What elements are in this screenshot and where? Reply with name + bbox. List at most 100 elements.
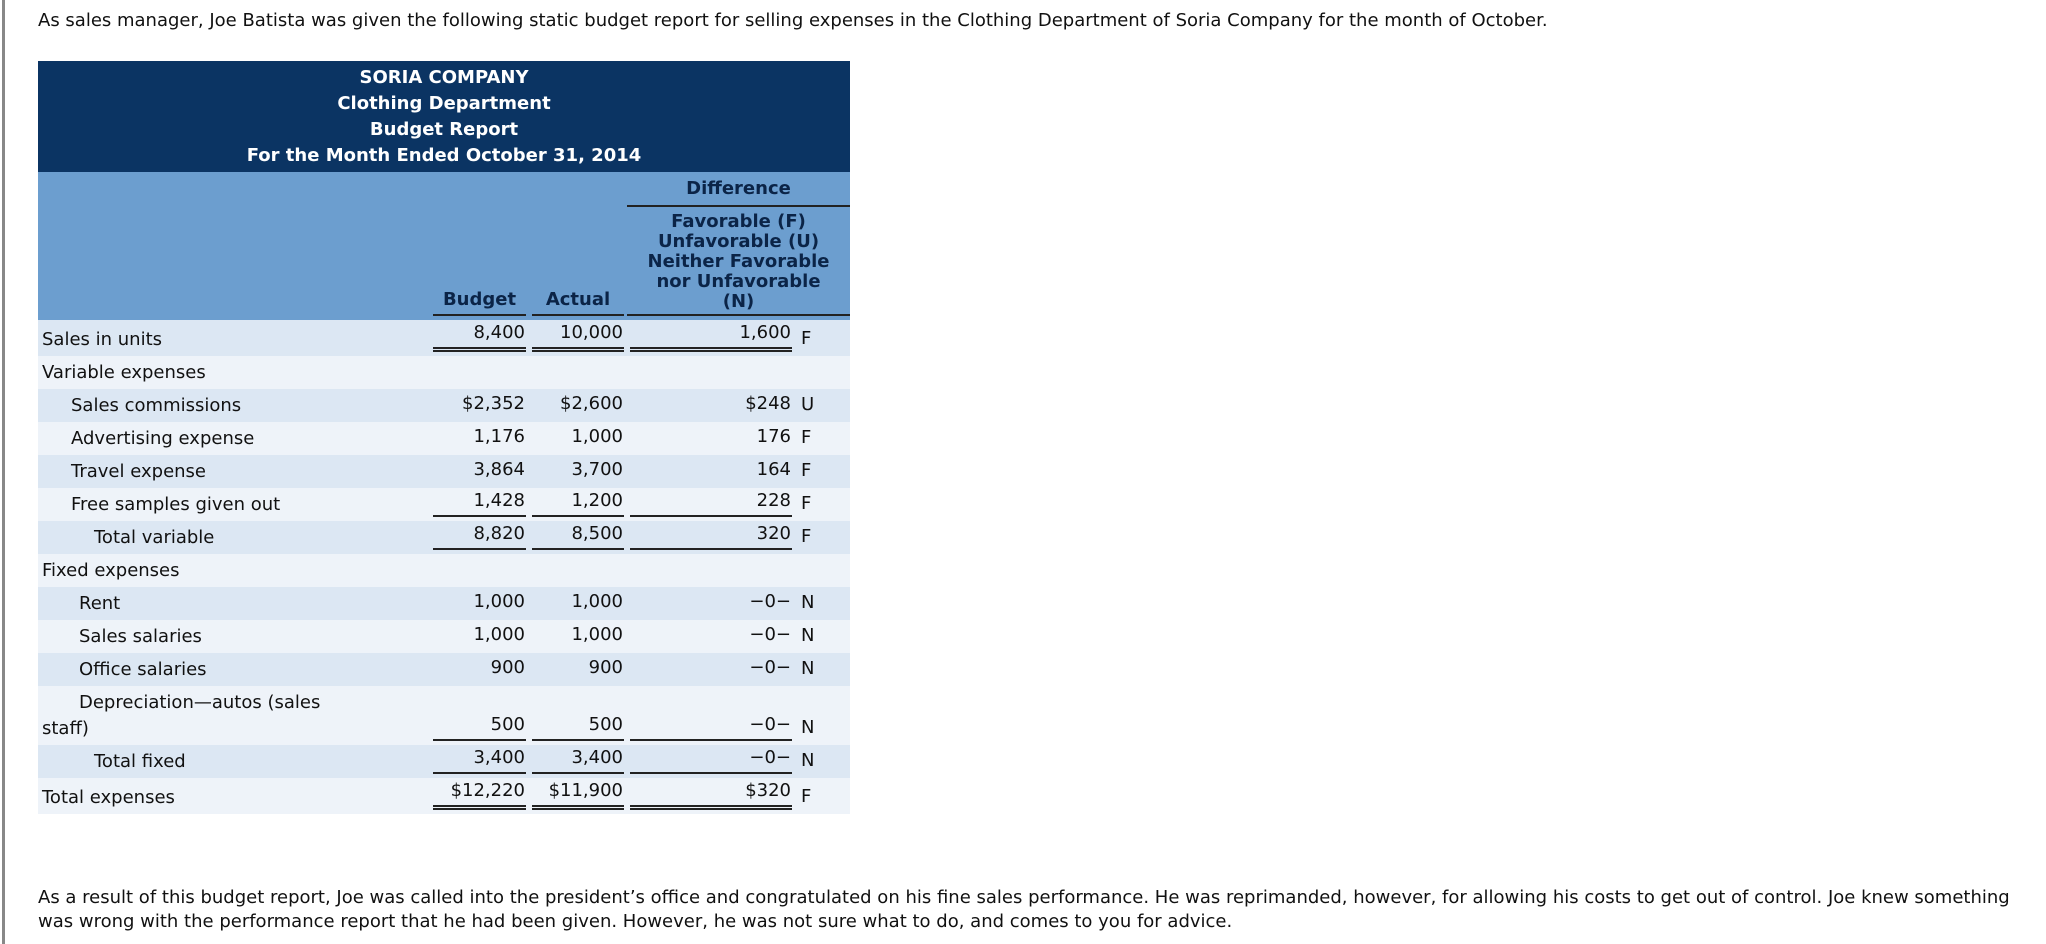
budget-value: 500 [433,712,526,741]
report-row: Depreciation—autos (sales staff) 500 500 −0… [38,686,851,745]
intro-text: As sales manager, Joe Batista was given … [38,10,1548,31]
actual-cell: 1,000 [529,422,627,455]
row-label: Total expenses [38,778,430,814]
report-row: Travel expense 3,864 3,700 164 F [38,455,851,488]
difference-legend: Favorable (F) Unfavorable (U) Neither Favo… [627,211,851,316]
flag: F [801,786,812,807]
actual-value: 10,000 [532,320,624,352]
difference-value: 1,600 [630,320,792,352]
budget-value: 1,176 [473,426,525,447]
left-border [2,0,5,944]
report-row: Total expenses $12,220 $11,900 $320 F [38,778,851,814]
flag-cell: F [795,422,851,455]
budget-value: $2,352 [462,393,525,414]
row-label: Sales salaries [38,620,430,653]
actual-value: 1,000 [571,426,623,447]
legend-line: (N) [722,291,755,312]
difference-value: −0− [749,591,791,612]
report-row: Rent 1,000 1,000 −0− N [38,587,851,620]
budget-cell: 8,820 [430,521,529,554]
row-label: Free samples given out [38,488,430,521]
budget-value: 900 [490,657,525,678]
flag: N [801,658,815,679]
difference-cell: $320 [627,778,795,814]
difference-value: 176 [756,426,791,447]
difference-cell: 228 [627,488,795,521]
legend-line: nor Unfavorable [656,271,821,292]
report-header: SORIA COMPANY Clothing Department Budget R… [38,61,851,172]
difference-value: −0− [630,745,792,774]
flag: N [801,750,815,771]
budget-value: $12,220 [433,778,526,810]
report-row: Sales commissions $2,352 $2,600 $248 U [38,389,851,422]
budget-value: 8,400 [433,320,526,352]
row-label: Depreciation—autos (sales staff) [38,686,430,745]
actual-value: $2,600 [560,393,623,414]
flag: F [801,328,812,349]
column-header: Budget Actual Difference Favorable (F) Un… [38,172,851,320]
flag-cell [795,356,851,389]
flag-cell: N [795,653,851,686]
report-row: Office salaries 900 900 −0− N [38,653,851,686]
budget-header: Budget [433,287,526,316]
budget-cell: 3,864 [430,455,529,488]
flag-cell: F [795,488,851,521]
row-label: Travel expense [38,455,430,488]
flag-cell: N [795,620,851,653]
header-line: For the Month Ended October 31, 2014 [246,145,642,166]
actual-cell: 3,700 [529,455,627,488]
row-label: Sales in units [38,320,430,356]
report-row: Total fixed 3,400 3,400 −0− N [38,745,851,778]
difference-value: 228 [630,488,792,517]
budget-cell: 8,400 [430,320,529,356]
actual-cell: 3,400 [529,745,627,778]
budget-cell: 1,000 [430,587,529,620]
budget-cell: 900 [430,653,529,686]
actual-cell: 900 [529,653,627,686]
row-label: Total fixed [38,745,430,778]
report-row: Variable expenses [38,356,851,389]
row-label: Sales commissions [38,389,430,422]
flag: F [801,526,812,547]
actual-cell: 500 [529,686,627,745]
difference-cell: 320 [627,521,795,554]
legend-line: Favorable (F) [671,211,806,232]
row-label: Office salaries [38,653,430,686]
actual-value: 3,700 [571,459,623,480]
row-label: Rent [38,587,430,620]
actual-value: 1,000 [571,624,623,645]
flag-cell [795,554,851,587]
row-label: Variable expenses [38,356,430,389]
report-body: SORIA COMPANY Clothing Department Budget R… [38,61,851,814]
flag-cell: N [795,686,851,745]
budget-cell [430,356,529,389]
budget-cell: 500 [430,686,529,745]
header-line: Budget Report [369,119,519,140]
budget-cell: 1,000 [430,620,529,653]
actual-value: 900 [588,657,623,678]
report-row: Total variable 8,820 8,500 320 F [38,521,851,554]
actual-cell [529,356,627,389]
difference-value: −0− [749,657,791,678]
flag-cell: F [795,521,851,554]
report-row: Sales in units 8,400 10,000 1,600 F [38,320,851,356]
report-row: Free samples given out 1,428 1,200 228 F [38,488,851,521]
flag: U [801,394,815,415]
budget-cell: 3,400 [430,745,529,778]
report-row: Sales salaries 1,000 1,000 −0− N [38,620,851,653]
budget-cell: 1,428 [430,488,529,521]
actual-cell: 8,500 [529,521,627,554]
difference-cell: 1,600 [627,320,795,356]
actual-value: 500 [532,712,624,741]
flag-cell: F [795,455,851,488]
difference-value: 164 [756,459,791,480]
header-line: Clothing Department [337,93,551,114]
actual-value: 1,200 [532,488,624,517]
difference-cell [627,554,795,587]
flag-cell: U [795,389,851,422]
actual-cell [529,554,627,587]
difference-cell: −0− [627,686,795,745]
budget-report: SORIA COMPANY Clothing Department Budget R… [38,61,851,814]
difference-value: −0− [630,712,792,741]
